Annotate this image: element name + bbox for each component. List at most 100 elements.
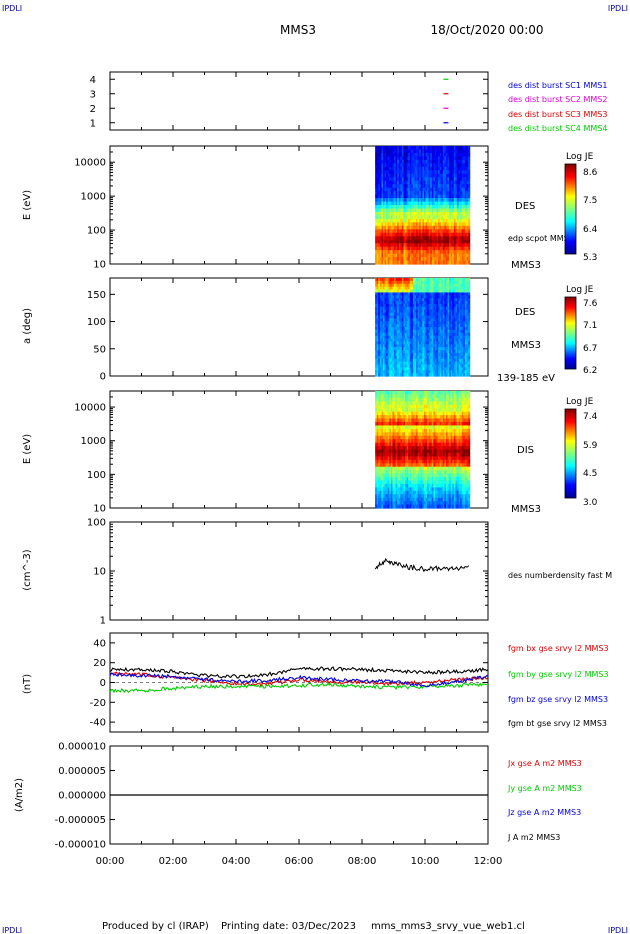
heatmap-cell xyxy=(405,246,408,251)
heatmap-cell xyxy=(401,152,405,158)
heatmap-cell xyxy=(394,253,397,258)
heatmap-cell xyxy=(436,239,439,244)
heatmap-cell xyxy=(453,352,457,357)
heatmap-cell xyxy=(389,456,392,461)
heatmap-cell xyxy=(442,246,446,251)
heatmap-cell xyxy=(383,391,386,396)
heatmap-cell xyxy=(405,335,408,340)
heatmap-cell xyxy=(376,306,379,311)
heatmap-cell xyxy=(386,198,389,203)
heatmap-cell xyxy=(392,355,395,360)
heatmap-cell xyxy=(405,177,408,182)
heatmap-cell xyxy=(428,327,431,331)
heatmap-cell xyxy=(401,173,405,178)
heatmap-cell xyxy=(390,466,394,471)
heatmap-cell xyxy=(394,163,397,168)
heatmap-cell xyxy=(379,194,383,199)
heatmap-cell xyxy=(387,435,390,440)
heatmap-cell xyxy=(423,327,427,331)
heatmap-cell xyxy=(463,352,466,357)
heatmap-cell xyxy=(464,332,468,337)
heatmap-cell xyxy=(461,211,464,217)
heatmap-cell xyxy=(433,243,436,248)
heatmap-cell xyxy=(400,177,403,182)
heatmap-cell xyxy=(409,335,412,340)
heatmap-cell xyxy=(400,459,403,464)
heatmap-cell xyxy=(455,318,458,322)
heatmap-cell xyxy=(406,341,409,345)
heatmap-cell xyxy=(436,218,439,223)
heatmap-cell xyxy=(397,163,400,168)
heatmap-cell xyxy=(398,260,401,265)
heatmap-cell xyxy=(384,180,387,185)
heatmap-cell xyxy=(433,222,436,227)
heatmap-cell xyxy=(394,191,397,196)
heatmap-cell xyxy=(423,222,427,227)
heatmap-cell xyxy=(428,184,431,189)
heatmap-cell xyxy=(449,236,452,241)
heatmap-cell xyxy=(431,321,434,325)
heatmap-cell xyxy=(422,243,425,248)
heatmap-cell xyxy=(434,191,438,196)
heatmap-cell xyxy=(417,306,420,311)
heatmap-cell xyxy=(450,246,453,251)
heatmap-cell xyxy=(446,358,449,363)
heatmap-cell xyxy=(406,146,409,151)
heatmap-cell xyxy=(417,298,420,302)
heatmap-cell xyxy=(379,324,383,328)
heatmap-cell xyxy=(422,338,425,343)
heatmap-cell xyxy=(439,149,442,154)
heatmap-cell xyxy=(390,435,394,440)
heatmap-cell xyxy=(383,344,386,348)
heatmap-cell xyxy=(381,327,384,331)
heatmap-cell xyxy=(449,312,452,317)
heatmap-cell xyxy=(408,278,411,282)
heatmap-cell xyxy=(414,201,417,206)
heatmap-cell xyxy=(390,146,394,151)
heatmap-cell xyxy=(378,404,381,409)
heatmap-cell xyxy=(461,205,464,210)
heatmap-cell xyxy=(436,329,439,334)
heatmap-cell xyxy=(401,347,405,351)
heatmap-cell xyxy=(394,184,397,189)
heatmap-cell xyxy=(463,156,466,161)
heatmap-cell xyxy=(463,278,466,282)
heatmap-cell xyxy=(417,295,420,299)
heatmap-cell xyxy=(433,205,436,210)
heatmap-cell xyxy=(383,449,386,454)
heatmap-cell xyxy=(397,408,400,413)
heatmap-cell xyxy=(425,222,428,227)
heatmap-cell xyxy=(444,278,447,282)
heatmap-cell xyxy=(436,170,439,175)
heatmap-cell xyxy=(458,298,461,302)
heatmap-cell xyxy=(394,318,397,322)
heatmap-cell xyxy=(468,329,471,334)
heatmap-cell xyxy=(422,146,425,151)
heatmap-cell xyxy=(419,364,422,368)
heatmap-cell xyxy=(408,159,411,164)
heatmap-cell xyxy=(458,347,461,351)
heatmap-cell xyxy=(423,218,427,223)
heatmap-cell xyxy=(390,446,394,451)
heatmap-cell xyxy=(464,170,468,175)
heatmap-cell xyxy=(423,166,427,171)
heatmap-cell xyxy=(406,324,409,328)
heatmap-cell xyxy=(468,355,471,360)
heatmap-cell xyxy=(409,246,412,251)
heatmap-cell xyxy=(450,177,453,182)
heatmap-cell xyxy=(416,309,419,314)
heatmap-cell xyxy=(383,490,386,495)
heatmap-cell xyxy=(395,163,398,168)
heatmap-cell xyxy=(422,280,425,285)
heatmap-cell xyxy=(390,408,394,413)
heatmap-cell xyxy=(466,350,469,354)
heatmap-cell xyxy=(466,170,469,175)
heatmap-cell xyxy=(409,306,412,311)
heatmap-cell xyxy=(384,432,387,437)
heatmap-cell xyxy=(422,236,425,241)
heatmap-cell xyxy=(392,315,395,319)
heatmap-cell xyxy=(414,260,417,265)
heatmap-cell xyxy=(376,146,379,151)
heatmap-cell xyxy=(431,352,434,357)
heatmap-cell xyxy=(381,456,384,461)
